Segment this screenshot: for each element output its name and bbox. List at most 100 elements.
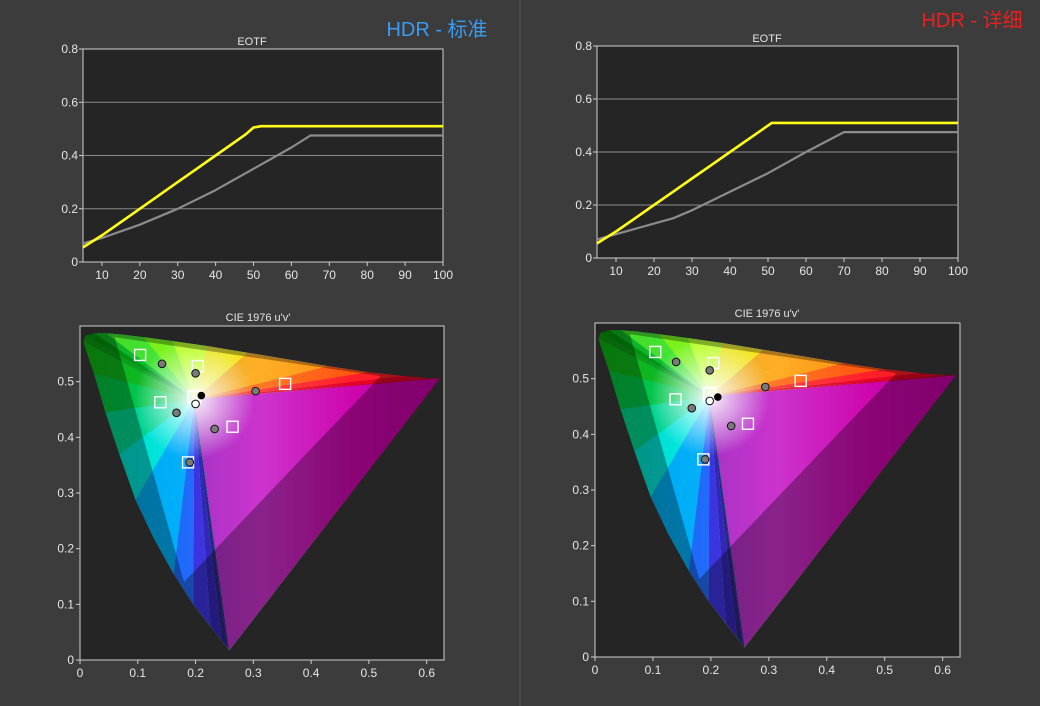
x-tick-label: 30	[171, 268, 185, 282]
measured-marker	[210, 424, 219, 434]
target-marker	[649, 345, 662, 359]
x-tick-label: 60	[285, 268, 299, 282]
x-tick-label: 100	[433, 268, 453, 282]
measured-marker	[185, 458, 195, 467]
x-tick-label: 100	[948, 264, 968, 278]
cie-markers	[649, 345, 807, 466]
x-tick-label: 70	[837, 264, 851, 278]
eotf-title: EOTF	[237, 36, 267, 48]
eotf-y-ticks: 0 0.2 0.4 0.6 0.8	[575, 39, 597, 265]
eotf-gridlines	[83, 101, 443, 210]
locus-color-wedge	[194, 399, 228, 648]
x-tick-label: 0	[77, 666, 84, 680]
cie-title: CIE 1976 u'v'	[735, 308, 800, 320]
eotf-gridlines	[597, 98, 958, 206]
x-tick-label: 40	[723, 264, 737, 278]
y-tick-label: 0.5	[57, 375, 74, 389]
eotf-title: EOTF	[752, 33, 782, 45]
y-tick-label: 0.6	[575, 92, 592, 106]
locus-color-wedge	[709, 396, 737, 638]
x-tick-label: 0.3	[245, 666, 262, 680]
x-tick-label: 0.6	[934, 663, 951, 677]
y-tick-label: 0.4	[57, 430, 74, 444]
y-tick-label: 0.2	[61, 202, 78, 216]
y-tick-label: 0.4	[575, 145, 592, 159]
eotf-chart-detail: EOTF 0 0.2 0.4 0.6 0.8 10 20 30 40 50 60 70 80 90 100	[575, 33, 968, 278]
x-tick-label: 20	[133, 268, 147, 282]
x-tick-label: 0.2	[187, 666, 204, 680]
cie-x-ticks: 0 0.1 0.2 0.3 0.4 0.5 0.6	[77, 660, 435, 680]
target-marker	[741, 417, 755, 430]
y-tick-label: 0.3	[57, 486, 74, 500]
eotf-series	[596, 121, 958, 245]
target-marker	[226, 420, 239, 433]
measured-marker	[172, 408, 181, 418]
x-tick-label: 90	[398, 268, 412, 282]
target-marker	[154, 396, 167, 409]
cie-markers	[133, 348, 292, 469]
y-tick-label: 0.2	[572, 539, 589, 553]
x-tick-label: 30	[685, 264, 699, 278]
locus-color-wedge	[94, 333, 195, 400]
cie-y-ticks: 0 0.1 0.2 0.3 0.4 0.5	[572, 372, 595, 664]
y-tick-label: 0.3	[572, 483, 589, 497]
locus-color-wedge	[621, 330, 710, 397]
x-tick-label: 60	[799, 264, 813, 278]
locus-color-wedge	[709, 375, 956, 397]
y-tick-label: 0.2	[57, 542, 74, 556]
measured-eotf-line	[596, 121, 958, 245]
x-tick-label: 20	[647, 264, 661, 278]
cie-chart-detail: CIE 1976 u'v' 0 0.1 0.2 0.3 0.4 0.5 0 0.1 0.2 0.…	[572, 308, 961, 677]
y-tick-label: 0.1	[57, 597, 74, 611]
cie-y-ticks: 0 0.1 0.2 0.3 0.4 0.5	[57, 375, 80, 667]
eotf-x-ticks: 10 20 30 40 50 60 70 80 90 100	[609, 258, 968, 278]
y-tick-label: 0.4	[61, 149, 78, 163]
y-tick-label: 0.4	[572, 427, 589, 441]
x-tick-label: 90	[913, 264, 927, 278]
locus-color-wedge	[194, 399, 230, 651]
white-point-target	[705, 396, 715, 406]
measured-marker	[671, 357, 681, 367]
y-tick-label: 0.2	[575, 198, 592, 212]
measured-marker	[157, 359, 167, 369]
measured-marker	[761, 382, 770, 392]
measured-eotf-line	[82, 124, 443, 249]
x-tick-label: 0.6	[418, 666, 435, 680]
locus-color-wedge	[709, 396, 745, 648]
y-tick-label: 0.1	[572, 594, 589, 608]
locus-color-wedge	[609, 330, 710, 397]
cie-chart-standard: CIE 1976 u'v' 0 0.1 0.2 0.3 0.4 0.5 0 0.1 0.2 0.…	[57, 312, 445, 680]
y-tick-label: 0	[582, 650, 589, 664]
locus-color-wedge	[194, 399, 222, 641]
purple-line-region	[709, 375, 956, 648]
x-tick-label: 0.1	[645, 663, 662, 677]
white-point-measured	[197, 391, 206, 400]
x-tick-label: 0.5	[361, 666, 378, 680]
y-tick-label: 0	[67, 653, 74, 667]
y-tick-label: 0.8	[61, 42, 78, 56]
panel-header-standard: HDR - 标准	[386, 18, 487, 41]
target-eotf-line	[82, 134, 443, 245]
purple-line-region	[194, 378, 440, 651]
target-marker	[133, 348, 147, 362]
panel-header-detail: HDR - 详细	[921, 9, 1022, 32]
measured-marker	[726, 421, 736, 431]
white-point-measured	[714, 393, 722, 401]
x-tick-label: 50	[247, 268, 261, 282]
x-tick-label: 0.3	[760, 663, 777, 677]
y-tick-label: 0.5	[572, 372, 589, 386]
eotf-chart-standard: EOTF 0 0.2 0.4 0.6 0.8 10 20 30 40 50 60 70 80 90 100	[61, 36, 453, 282]
measured-marker	[700, 455, 710, 464]
white-glow	[134, 339, 255, 460]
x-tick-label: 0	[592, 663, 599, 677]
measured-marker	[687, 403, 697, 413]
x-tick-label: 0.4	[818, 663, 835, 677]
y-tick-label: 0.8	[575, 39, 592, 53]
y-tick-label: 0	[585, 251, 592, 265]
x-tick-label: 0.5	[876, 663, 893, 677]
white-point-target	[191, 399, 200, 409]
locus-color-wedge	[709, 396, 743, 645]
x-tick-label: 10	[95, 268, 109, 282]
locus-color-wedge	[194, 378, 440, 400]
eotf-x-ticks: 10 20 30 40 50 60 70 80 90 100	[95, 262, 453, 282]
